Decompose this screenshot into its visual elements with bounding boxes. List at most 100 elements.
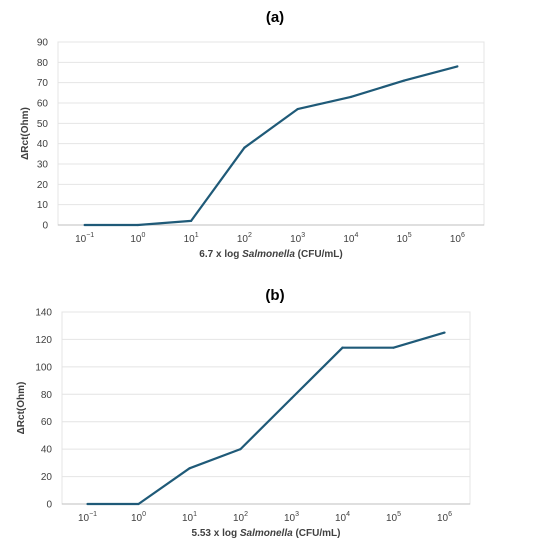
data-point <box>403 79 406 82</box>
y-tick-label: 100 <box>35 362 52 373</box>
y-tick-label: 0 <box>46 500 52 511</box>
x-tick-base: 10 <box>290 234 302 245</box>
x-tick-base: 10 <box>284 513 296 524</box>
y-axis-label: ΔRct(Ohm) <box>20 107 31 160</box>
data-point <box>83 223 86 227</box>
plot-area <box>61 311 471 505</box>
chart-title: (a) <box>265 9 285 26</box>
x-tick-base: 10 <box>78 513 90 524</box>
y-tick-label: 40 <box>41 445 53 456</box>
series-line <box>87 331 445 506</box>
plot-area <box>57 41 485 226</box>
data-point <box>392 346 395 349</box>
x-tick-base: 10 <box>131 513 143 524</box>
x-tick-label: 104 <box>335 511 350 524</box>
x-tick-label: 102 <box>233 511 248 524</box>
x-tick-label: 105 <box>386 511 401 524</box>
x-tick-exponent: 4 <box>354 232 358 239</box>
series-line <box>84 65 458 227</box>
x-tick-exponent: 5 <box>397 511 401 518</box>
y-tick-label: 80 <box>41 390 53 401</box>
data-point <box>188 467 191 470</box>
data-point <box>190 219 193 223</box>
chart-panel-b: (b) 0 20 40 60 80 100 120 140 10−1 100 101 102 103 10… <box>0 272 550 543</box>
chart-panel-a: (a) 0 10 20 30 40 50 60 70 80 90 10−1 100 101 102 103 1… <box>0 0 550 270</box>
x-tick-exponent: 0 <box>141 232 145 239</box>
data-point <box>243 146 246 149</box>
x-tick-exponent: 6 <box>461 232 465 239</box>
x-axis-label-prefix: 6.7 x log <box>199 249 242 260</box>
data-point <box>341 346 344 349</box>
x-tick-base: 10 <box>437 513 449 524</box>
x-tick-base: 10 <box>184 234 196 245</box>
chart-title: (b) <box>265 287 285 304</box>
y-tick-label: 120 <box>35 335 52 346</box>
data-point <box>239 448 242 451</box>
x-tick-label: 105 <box>397 232 412 245</box>
x-tick-label: 106 <box>450 232 465 245</box>
x-tick-label: 102 <box>237 232 252 245</box>
y-tick-label: 40 <box>37 139 49 150</box>
x-tick-exponent: 4 <box>346 511 350 518</box>
y-tick-label: 0 <box>42 221 48 232</box>
x-tick-base: 10 <box>233 513 245 524</box>
x-axis-label-organism: Salmonella <box>240 528 293 539</box>
data-point <box>137 502 140 506</box>
y-axis-label: ΔRct(Ohm) <box>16 382 27 435</box>
x-tick-label: 10−1 <box>78 511 97 524</box>
x-tick-exponent: 6 <box>448 511 452 518</box>
data-point <box>296 108 299 111</box>
y-tick-label: 60 <box>41 417 53 428</box>
x-tick-label: 101 <box>182 511 197 524</box>
x-tick-exponent: 0 <box>142 511 146 518</box>
x-tick-base: 10 <box>397 234 409 245</box>
data-point <box>349 95 352 98</box>
x-tick-base: 10 <box>237 234 249 245</box>
x-tick-exponent: 2 <box>248 232 252 239</box>
x-axis-label-organism: Salmonella <box>242 249 295 260</box>
y-tick-label: 30 <box>37 160 49 171</box>
x-tick-base: 10 <box>75 234 87 245</box>
x-axis-label-prefix: 5.53 x log <box>192 528 240 539</box>
y-tick-label: 10 <box>37 200 49 211</box>
y-tick-label: 90 <box>37 38 49 49</box>
x-tick-label: 100 <box>130 232 145 245</box>
x-tick-label: 10−1 <box>75 232 94 245</box>
x-tick-label: 106 <box>437 511 452 524</box>
data-point <box>290 397 293 400</box>
x-tick-base: 10 <box>343 234 355 245</box>
data-point <box>136 223 139 227</box>
x-axis-label-unit: (CFU/mL) <box>293 528 341 539</box>
x-tick-label: 101 <box>184 232 199 245</box>
x-tick-base: 10 <box>182 513 194 524</box>
y-tick-label: 20 <box>37 180 49 191</box>
data-point <box>86 502 89 506</box>
x-tick-label: 104 <box>343 232 358 245</box>
x-tick-base: 10 <box>335 513 347 524</box>
x-tick-base: 10 <box>386 513 398 524</box>
y-tick-label: 70 <box>37 78 49 89</box>
y-tick-label: 20 <box>41 472 53 483</box>
y-tick-label: 50 <box>37 119 49 130</box>
x-axis-label: 5.53 x log Salmonella (CFU/mL) <box>192 528 341 539</box>
x-tick-exponent: −1 <box>86 232 94 239</box>
x-axis-label: 6.7 x log Salmonella (CFU/mL) <box>199 249 342 260</box>
x-axis-label-unit: (CFU/mL) <box>295 249 343 260</box>
y-tick-label: 60 <box>37 99 49 110</box>
x-tick-label: 103 <box>284 511 299 524</box>
x-tick-base: 10 <box>450 234 462 245</box>
x-tick-base: 10 <box>130 234 142 245</box>
y-tick-label: 140 <box>35 308 52 319</box>
data-point <box>456 65 459 68</box>
x-tick-exponent: −1 <box>89 511 97 518</box>
x-tick-exponent: 3 <box>301 232 305 239</box>
data-point <box>443 331 446 334</box>
x-tick-exponent: 2 <box>244 511 248 518</box>
x-tick-label: 100 <box>131 511 146 524</box>
x-tick-exponent: 3 <box>295 511 299 518</box>
x-tick-exponent: 1 <box>195 232 199 239</box>
x-tick-label: 103 <box>290 232 305 245</box>
y-tick-label: 80 <box>37 58 49 69</box>
